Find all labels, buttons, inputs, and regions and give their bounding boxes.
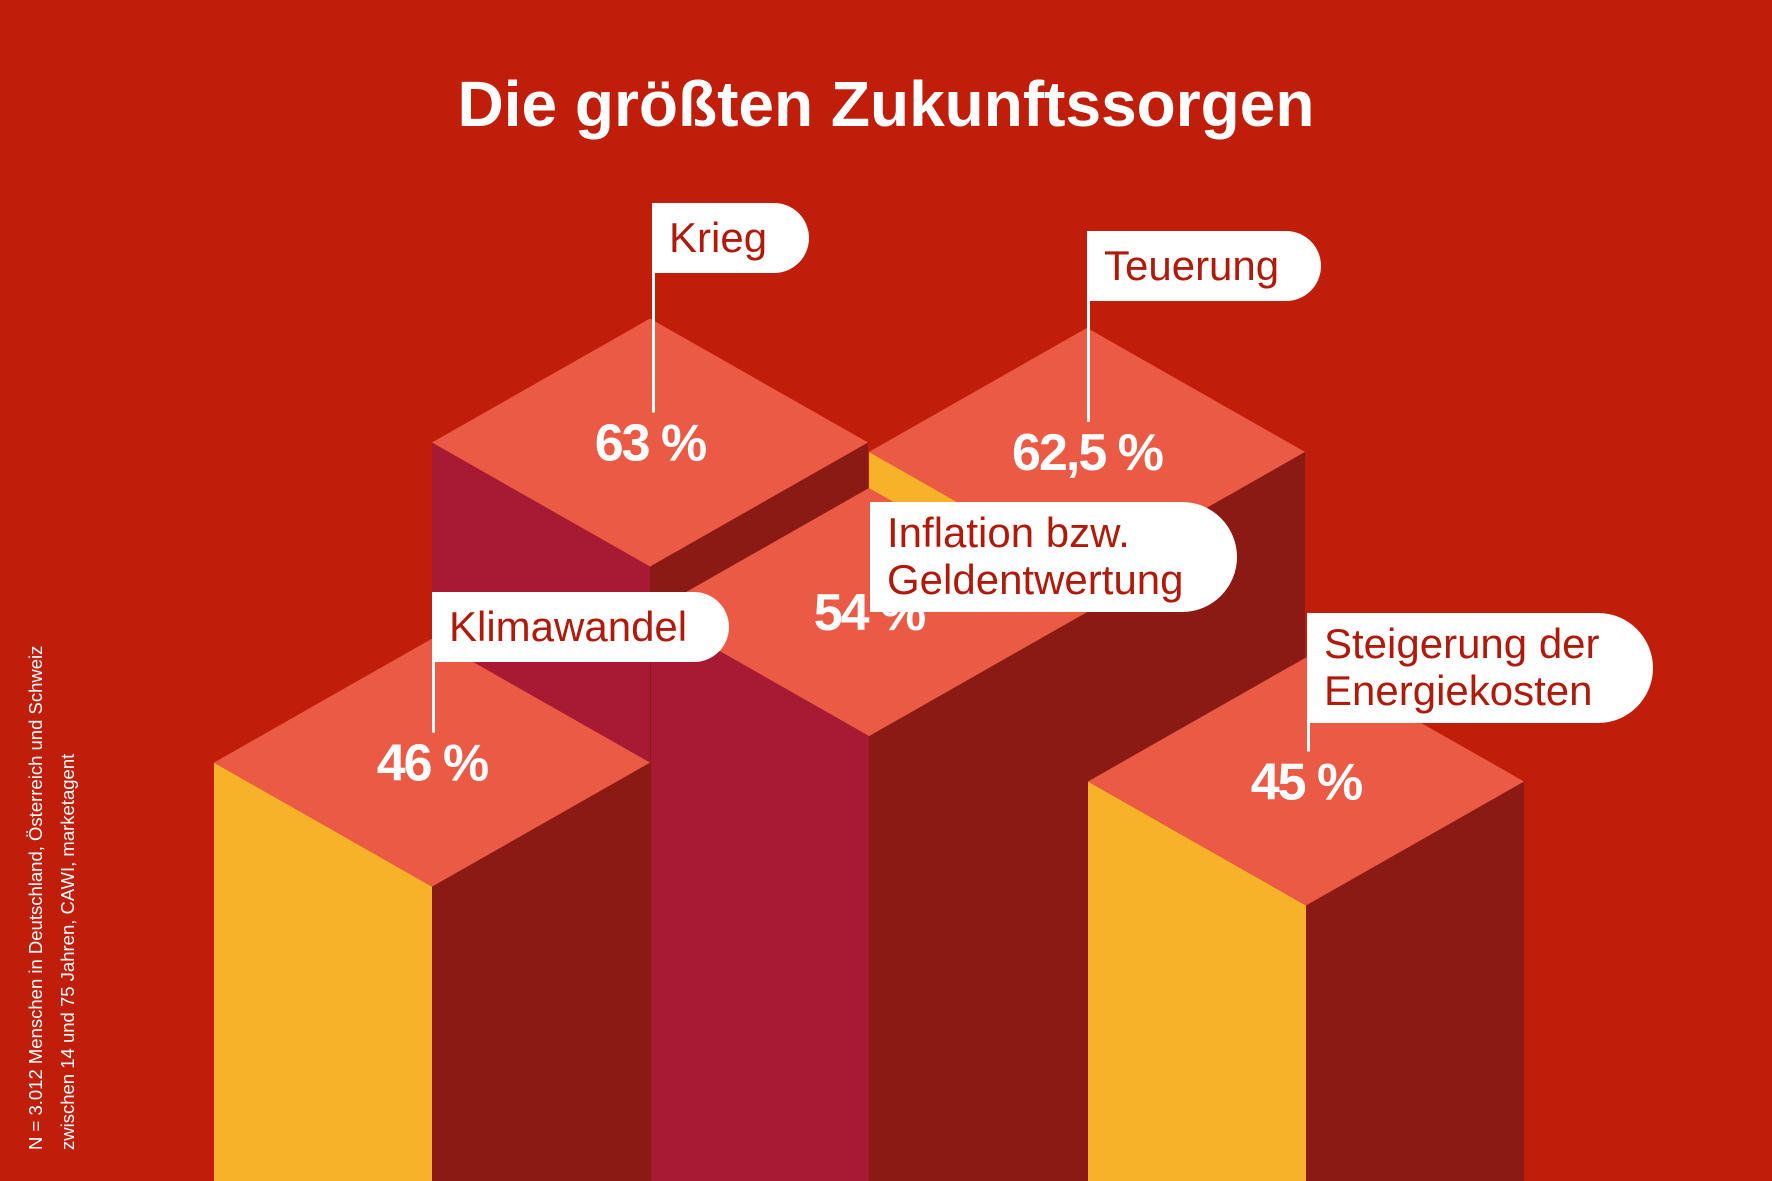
category-flag: Inflation bzw.Geldentwertung	[870, 502, 1237, 612]
bar-left-face	[1088, 781, 1306, 1181]
chart-title: Die größten Zukunftssorgen	[458, 68, 1315, 140]
bar-4: 54 %	[651, 487, 1087, 1181]
category-label: Geldentwertung	[887, 556, 1184, 603]
data-label: 62,5 %	[1012, 424, 1163, 482]
category-label: Teuerung	[1104, 242, 1279, 289]
data-label: 45 %	[1251, 753, 1362, 811]
bar-right-face	[869, 611, 1087, 1181]
category-label: Krieg	[669, 214, 767, 261]
category-label: Klimawandel	[449, 603, 687, 650]
source-note-line-1: N = 3.012 Menschen in Deutschland, Öster…	[25, 646, 46, 1150]
flag-box	[652, 203, 809, 273]
category-label: Inflation bzw.	[887, 509, 1130, 556]
bar-right-face	[432, 762, 650, 1181]
category-flag: Krieg	[652, 203, 809, 413]
category-flag: Klimawandel	[432, 592, 729, 733]
bar-top-face	[432, 318, 868, 567]
flag-box	[1087, 231, 1321, 301]
flag-box	[1307, 613, 1653, 723]
bar-3: 46 %	[214, 638, 650, 1181]
bar-top-face	[651, 487, 1087, 736]
data-label: 46 %	[377, 735, 488, 793]
flag-box	[432, 592, 729, 662]
category-label: Energiekosten	[1324, 667, 1593, 714]
labels-layer: Krieg Teuerung Klimawandel Inflation bzw.Ge…	[432, 203, 1653, 752]
bar-left-face	[214, 762, 432, 1181]
category-label: Steigerung der	[1324, 620, 1600, 667]
bar-5: 45 %	[1088, 657, 1524, 1181]
flag-box	[870, 502, 1237, 612]
data-label: 63 %	[595, 415, 706, 473]
bar-right-face	[1306, 781, 1524, 1181]
category-flag: Teuerung	[1087, 231, 1321, 422]
source-note-line-2: zwischen 14 und 75 Jahren, CAWI, marketa…	[57, 754, 78, 1150]
bar-top-face	[214, 638, 650, 887]
bar-left-face	[651, 611, 869, 1181]
